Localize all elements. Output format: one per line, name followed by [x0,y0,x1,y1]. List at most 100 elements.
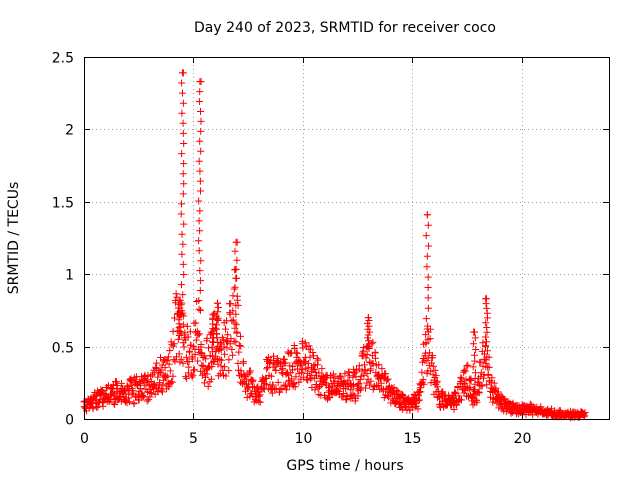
data-point [494,388,502,396]
y-tick-label: 1 [65,268,74,284]
data-point [366,381,374,389]
data-point [197,277,205,285]
data-point [481,356,489,364]
data-point [171,314,178,322]
data-point [233,256,241,264]
data-point [375,361,383,369]
data-point [274,378,282,386]
data-point [113,382,121,389]
data-point [195,247,203,255]
data-point [195,98,203,105]
data-point [475,389,483,397]
data-point [235,348,243,356]
data-point [180,140,188,147]
data-point [218,356,225,364]
data-point [425,242,433,250]
data-point [197,343,205,351]
data-point [224,331,232,339]
data-point [490,379,498,387]
data-point [196,88,204,96]
data-point [178,250,186,258]
x-tick-label: 15 [404,431,422,447]
data-point [157,366,165,374]
data-point [417,388,425,396]
data-point [132,376,140,384]
data-point [450,406,458,413]
data-point [487,393,494,401]
data-point [475,378,483,386]
data-point [97,386,105,394]
data-point [431,366,439,374]
data-point [219,366,227,374]
data-point [181,329,189,337]
data-point [110,399,118,407]
data-point [291,345,299,352]
data-point [424,221,432,229]
data-point [204,382,212,390]
data-point [422,232,430,240]
data-point [125,398,133,406]
data-point [484,347,491,355]
data-point [174,300,182,308]
data-point [196,137,204,145]
data-point [214,304,222,311]
data-point [433,383,441,391]
data-point [367,377,375,385]
data-point [228,345,236,353]
chart-title: Day 240 of 2023, SRMTID for receiver coc… [194,20,496,36]
data-point [180,271,188,278]
data-point [384,375,392,383]
data-point [282,386,290,394]
data-point [220,343,228,351]
data-point [483,338,490,346]
data-point [226,340,234,348]
data-point [222,325,229,333]
data-point [420,380,428,388]
data-point [223,344,231,352]
data-point [261,379,269,387]
data-point [197,187,204,195]
data-point [190,342,197,350]
data-point [482,359,490,367]
data-point [178,79,186,87]
y-tick-label: 0.5 [52,341,74,357]
data-point [139,391,147,399]
data-point [458,396,465,404]
data-point [433,379,441,387]
data-point [232,301,240,309]
data-point [394,388,402,396]
data-point [221,363,229,371]
data-point [292,349,300,357]
data-point [367,365,375,373]
data-point [286,362,294,370]
data-point [423,325,431,333]
data-point [175,350,183,358]
data-point [299,344,307,352]
data-point [231,247,239,255]
data-point [245,380,253,388]
data-point [424,335,432,343]
axis-ticks: 0 5 10 15 20 0 0.5 1 1.5 2 2.5 [52,51,609,447]
data-point [484,371,492,378]
data-point [469,340,477,348]
data-point [195,237,203,245]
data-point [482,343,489,351]
data-point [416,396,423,404]
data-point [361,361,368,369]
data-point [483,381,491,389]
data-point [472,369,479,377]
data-point [216,356,224,363]
data-point [485,363,493,371]
data-point [230,337,238,345]
data-point [180,180,188,188]
data-point [581,412,589,420]
data-point [490,387,498,395]
data-point [229,316,237,324]
data-point [428,352,436,359]
data-point [194,331,202,339]
data-point [209,334,217,342]
data-point [204,364,212,372]
grid-layer [84,57,609,419]
data-point [424,304,432,312]
data-point [345,372,353,380]
